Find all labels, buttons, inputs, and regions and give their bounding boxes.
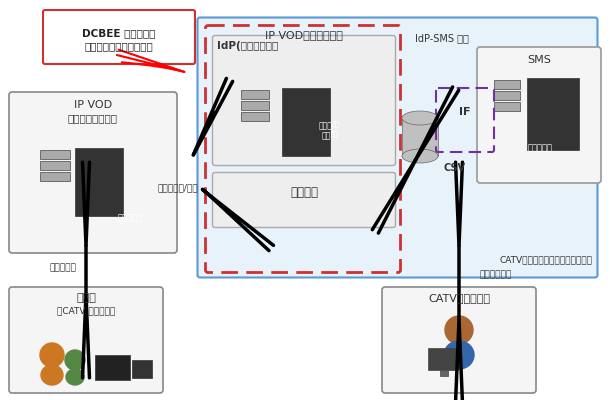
Text: CATV事業者様のシステム対応範囲: CATV事業者様のシステム対応範囲 xyxy=(499,255,592,264)
Text: SMS: SMS xyxy=(527,55,551,65)
FancyBboxPatch shape xyxy=(43,10,195,64)
Text: 認証認可ソリューション: 認証認可ソリューション xyxy=(85,41,153,51)
Bar xyxy=(95,355,130,380)
Text: 利用者: 利用者 xyxy=(76,293,96,303)
Bar xyxy=(132,360,152,378)
FancyBboxPatch shape xyxy=(212,172,395,228)
Bar xyxy=(494,91,520,100)
Text: IP VODゲートウェイ: IP VODゲートウェイ xyxy=(265,30,343,40)
FancyBboxPatch shape xyxy=(212,36,395,166)
Bar xyxy=(402,118,438,156)
Bar xyxy=(440,370,448,376)
FancyBboxPatch shape xyxy=(9,287,163,393)
Text: プラットフォーム: プラットフォーム xyxy=(68,113,118,123)
Text: システム利用: システム利用 xyxy=(479,270,511,280)
Bar xyxy=(282,88,330,156)
Text: DCBEE 加入者管理: DCBEE 加入者管理 xyxy=(82,28,156,38)
Text: 加入者情報: 加入者情報 xyxy=(528,144,553,152)
Text: IdP(認証・認可）: IdP(認証・認可） xyxy=(217,41,278,51)
Circle shape xyxy=(40,343,64,367)
Text: 利用者ID
個人ID: 利用者ID 個人ID xyxy=(319,120,341,140)
Bar xyxy=(241,112,269,121)
Text: CATV（事業者）: CATV（事業者） xyxy=(428,293,490,303)
Text: コンテンツ: コンテンツ xyxy=(118,213,143,222)
Ellipse shape xyxy=(66,369,84,385)
Bar xyxy=(40,172,70,181)
Bar xyxy=(428,348,458,370)
Bar xyxy=(494,102,520,111)
Bar xyxy=(40,161,70,170)
FancyBboxPatch shape xyxy=(9,92,177,253)
Ellipse shape xyxy=(402,149,438,163)
Circle shape xyxy=(445,316,473,344)
Ellipse shape xyxy=(402,111,438,125)
Text: （CATV 加入世帯）: （CATV 加入世帯） xyxy=(57,306,115,315)
Bar xyxy=(241,90,269,99)
Text: CSV: CSV xyxy=(444,163,466,173)
Text: 購入／視聴: 購入／視聴 xyxy=(50,264,77,272)
Text: IP VOD: IP VOD xyxy=(74,100,112,110)
Bar xyxy=(40,150,70,159)
Bar xyxy=(527,78,579,150)
Bar xyxy=(241,101,269,110)
FancyBboxPatch shape xyxy=(382,287,536,393)
Bar xyxy=(494,80,520,89)
Ellipse shape xyxy=(41,365,63,385)
Circle shape xyxy=(65,350,85,370)
Bar xyxy=(75,148,123,216)
Text: 加入者認証/認可: 加入者認証/認可 xyxy=(157,184,198,192)
Text: IF: IF xyxy=(459,107,471,117)
Ellipse shape xyxy=(444,341,474,369)
Text: IdP-SMS 連携: IdP-SMS 連携 xyxy=(415,33,469,43)
Text: 機能連携: 機能連携 xyxy=(290,186,318,198)
FancyBboxPatch shape xyxy=(198,18,598,278)
FancyBboxPatch shape xyxy=(477,47,601,183)
